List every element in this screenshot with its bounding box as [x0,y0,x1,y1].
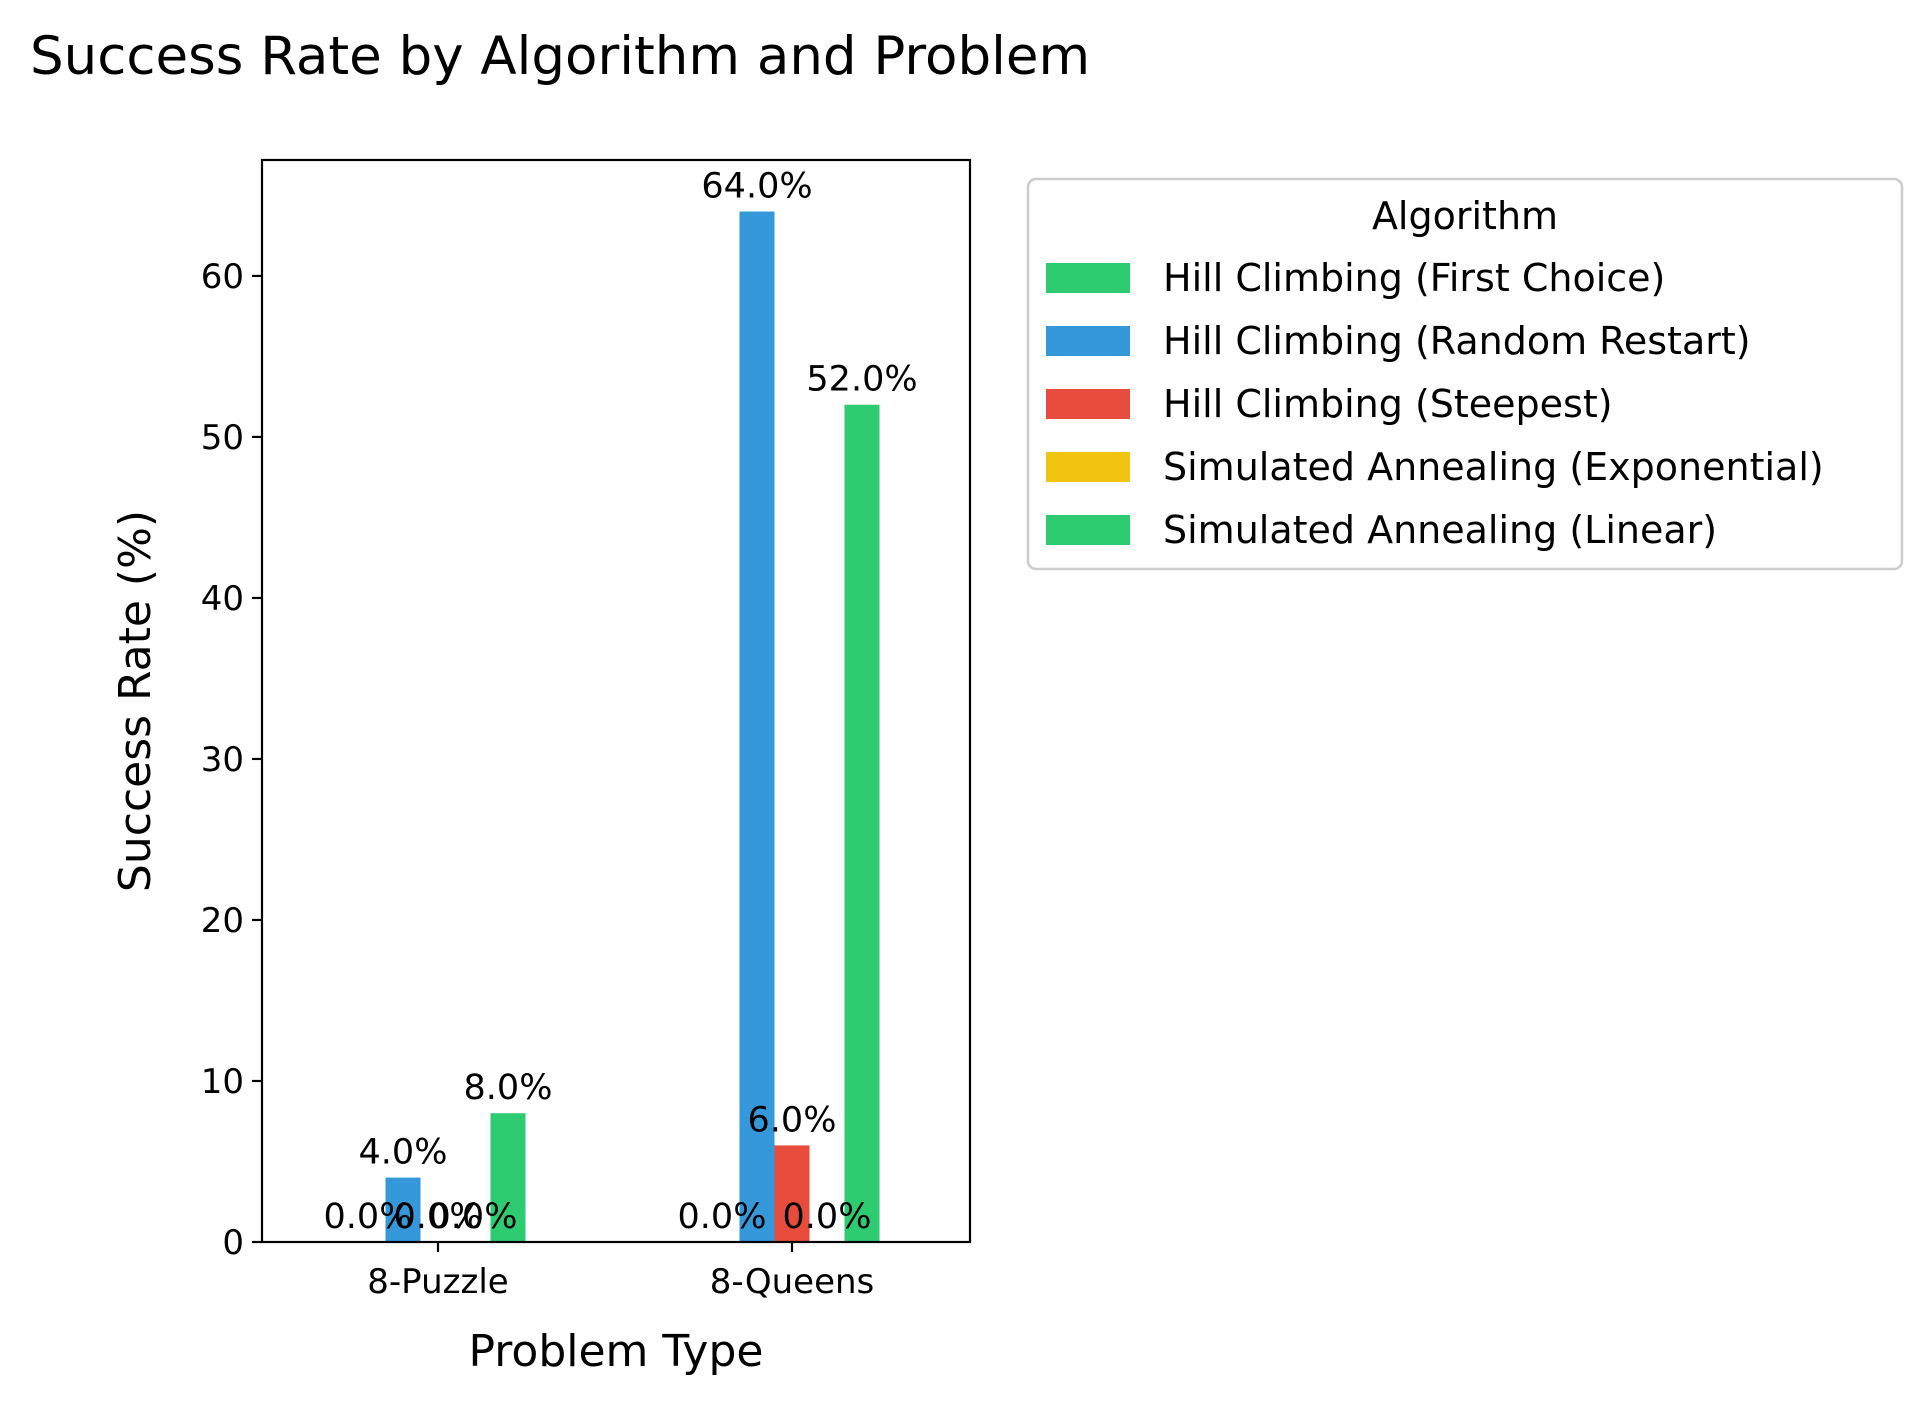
y-axis-title: Success Rate (%) [110,510,161,892]
legend: Algorithm Hill Climbing (First Choice)Hi… [1026,177,1904,571]
x-axis-title: Problem Type [469,1326,764,1377]
data-label-4-0: 8.0% [464,1068,553,1108]
legend-label-0: Hill Climbing (First Choice) [1163,256,1665,300]
bars-layer [385,211,880,1242]
y-tick-label-0: 0 [222,1223,244,1263]
data-label-3-0: 0.0% [429,1197,518,1237]
y-tick-label-6: 60 [201,257,244,297]
legend-frame [1026,177,1904,571]
x-axis: 8-Puzzle 8-Queens [367,1242,874,1302]
data-label-0-1: 0.0% [678,1197,767,1237]
legend-swatch-3 [1046,452,1130,482]
data-label-1-1: 64.0% [701,167,812,207]
bar-4-1 [844,404,880,1242]
data-labels-layer: 0.0% 0.0%4.0%64.0%0.0%6.0%0.0% 0.0%8.0%52.… [324,167,918,1237]
bar-1-0 [385,1177,421,1242]
x-tick-label-1: 8-Queens [710,1262,875,1302]
data-label-2-1: 6.0% [748,1100,837,1140]
legend-label-3: Simulated Annealing (Exponential) [1163,445,1824,489]
data-label-1-0: 4.0% [359,1133,448,1173]
bar-1-1 [739,211,775,1242]
data-label-2-0: 0.0% [394,1197,483,1237]
bar-4-0 [490,1113,526,1242]
bar-2-1 [774,1145,810,1242]
y-tick-label-1: 10 [201,1062,244,1102]
x-tick-label-0: 8-Puzzle [367,1262,508,1302]
y-tick-label-5: 50 [201,418,244,458]
legend-label-4: Simulated Annealing (Linear) [1163,508,1717,552]
y-tick-label-3: 30 [201,740,244,780]
y-axis: 0 10 20 30 40 50 60 [201,257,262,1263]
legend-label-1: Hill Climbing (Random Restart) [1163,319,1751,363]
chart-title: Success Rate by Algorithm and Problem [30,26,1090,87]
legend-swatch-1 [1046,326,1130,356]
data-label-4-1: 52.0% [806,360,917,400]
legend-label-2: Hill Climbing (Steepest) [1163,382,1613,426]
y-tick-label-4: 40 [201,579,244,619]
y-tick-label-2: 20 [201,901,244,941]
plot-frame [260,158,972,1244]
legend-swatch-4 [1046,515,1130,545]
legend-items: Hill Climbing (First Choice) Hill Climbin… [1046,256,1824,552]
legend-title: Algorithm [1372,194,1558,238]
legend-swatch-0 [1046,263,1130,293]
legend-swatch-2 [1046,389,1130,419]
data-label-0-0: 0.0% [324,1197,413,1237]
data-label-3-1: 0.0% [783,1197,872,1237]
